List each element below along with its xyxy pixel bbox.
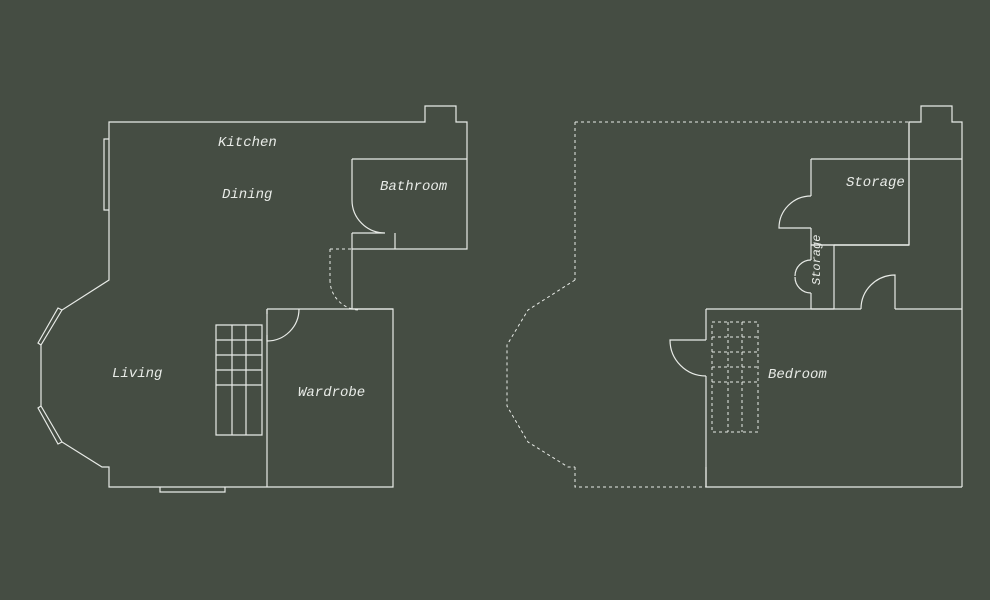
kitchen-opening [330, 249, 360, 310]
storage-top-door-arc [779, 196, 811, 228]
bathroom-door-arc [352, 200, 385, 233]
floor-plan: Kitchen Dining Bathroom Living Wardrobe Stora… [0, 0, 990, 600]
bedroom-door-arc-left [670, 340, 706, 376]
label-dining: Dining [222, 187, 272, 203]
room-labels: Kitchen Dining Bathroom Living Wardrobe Stora… [112, 135, 905, 401]
storage-small-door-arc [795, 260, 811, 276]
label-kitchen: Kitchen [218, 135, 277, 151]
floor-left [38, 106, 467, 492]
label-storage1: Storage [846, 175, 905, 191]
label-living: Living [112, 366, 162, 382]
left-windows [38, 139, 225, 492]
label-wardrobe: Wardrobe [298, 385, 365, 401]
left-stairs [216, 325, 262, 435]
right-stairs [712, 322, 758, 432]
bedroom-door-arc-top [861, 275, 895, 309]
label-storage2: Storage [810, 235, 824, 285]
floor-right [507, 106, 962, 487]
wardrobe-door-arc [267, 309, 299, 341]
left-outer-wall [41, 106, 467, 487]
bathroom-walls [352, 159, 467, 249]
label-bedroom: Bedroom [768, 367, 827, 383]
label-bathroom: Bathroom [380, 179, 448, 195]
